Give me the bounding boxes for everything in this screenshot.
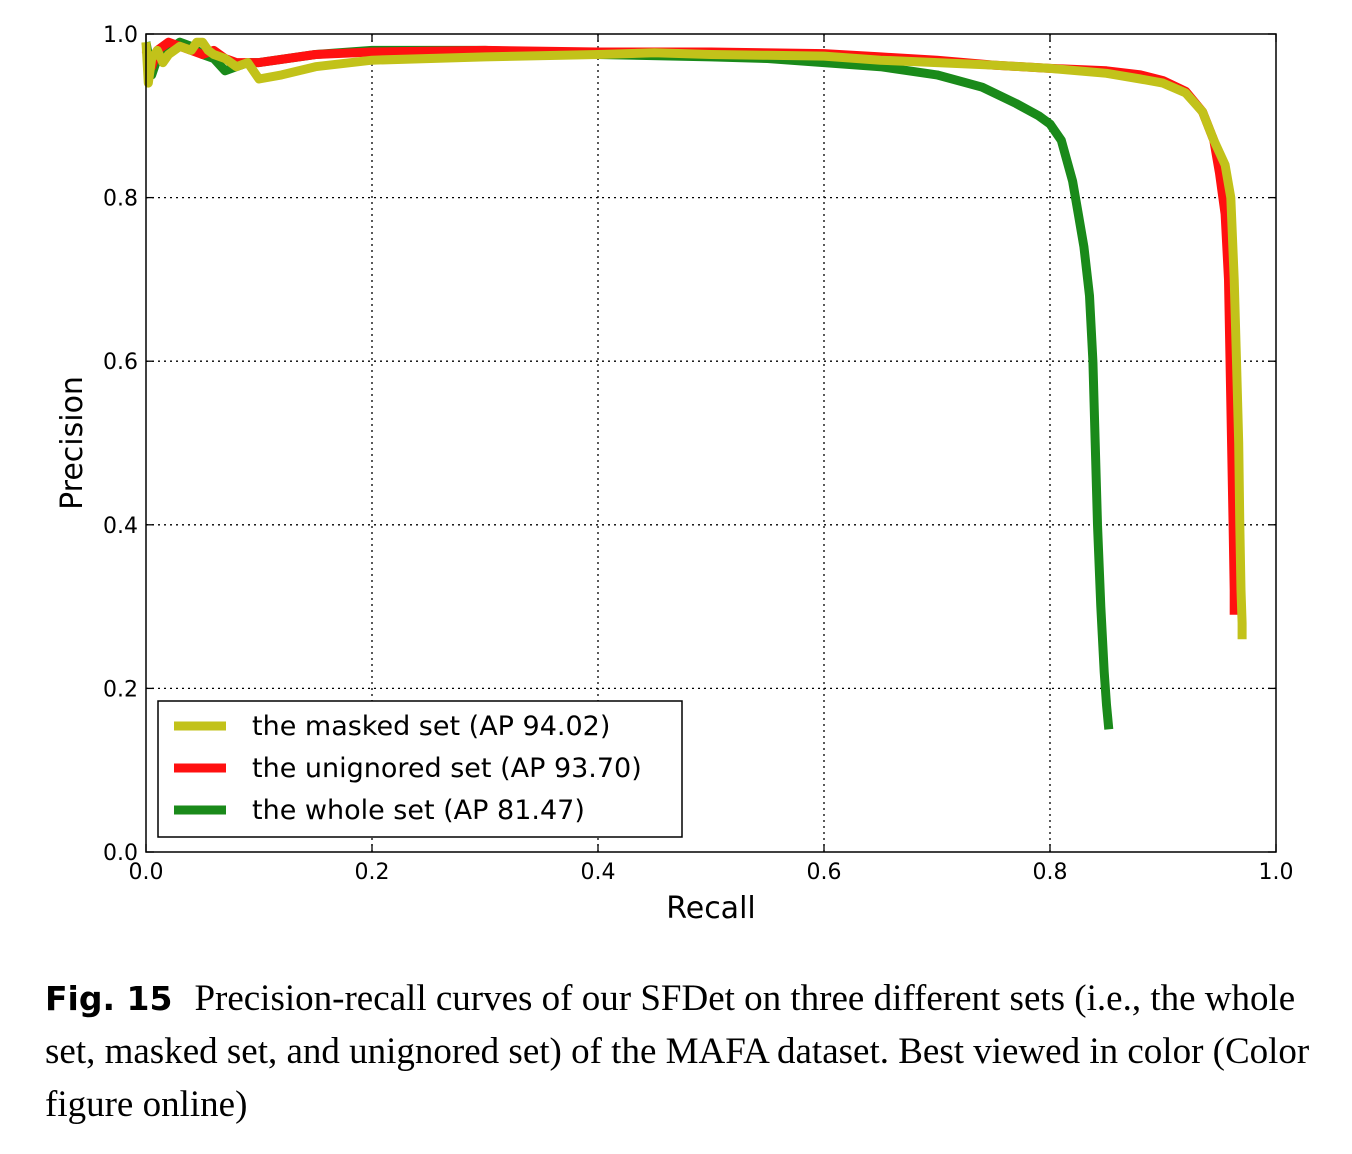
x-tick-label: 1.0 xyxy=(1259,860,1294,885)
y-tick-label: 1.0 xyxy=(103,23,138,48)
series-line-2 xyxy=(141,37,1247,640)
y-tick-label: 0.4 xyxy=(103,514,138,539)
x-tick-label: 0.6 xyxy=(807,860,842,885)
y-tick-label: 0.0 xyxy=(103,841,138,866)
y-tick-label: 0.6 xyxy=(103,350,138,375)
series-lines xyxy=(141,37,1247,730)
y-tick-label: 0.8 xyxy=(103,187,138,212)
x-tick-label: 0.0 xyxy=(129,860,164,885)
x-tick-label: 0.4 xyxy=(581,860,616,885)
legend-box xyxy=(157,700,683,838)
plot-frame xyxy=(145,33,1277,853)
series-line-1 xyxy=(141,37,1239,615)
legend: the masked set (AP 94.02) the unignored s… xyxy=(157,700,683,838)
legend-label: the whole set (AP 81.47) xyxy=(252,795,585,826)
legend-label: the masked set (AP 94.02) xyxy=(252,711,610,742)
y-axis-label: Precision xyxy=(55,376,90,510)
x-tick-label: 0.8 xyxy=(1033,860,1068,885)
pr-chart: 0.0 0.2 0.4 0.6 0.8 1.0 0.0 0.2 0.4 0.6 0.8 1.0 Rec… xyxy=(55,23,1294,926)
x-tick-label: 0.2 xyxy=(355,860,390,885)
x-axis-label: Recall xyxy=(666,891,756,926)
chart-svg: 0.0 0.2 0.4 0.6 0.8 1.0 0.0 0.2 0.4 0.6 0.8 1.0 Rec… xyxy=(55,23,1294,926)
legend-label: the unignored set (AP 93.70) xyxy=(252,753,642,784)
axis-ticks: 0.0 0.2 0.4 0.6 0.8 1.0 0.0 0.2 0.4 0.6 0.8 1.0 xyxy=(103,23,1294,885)
grid xyxy=(146,34,1276,852)
figure-label: Fig. 15 xyxy=(45,979,173,1018)
series-line-0 xyxy=(141,37,1114,730)
y-tick-label: 0.2 xyxy=(103,677,138,702)
caption-text: Precision-recall curves of our SFDet on … xyxy=(45,978,1310,1125)
figure-caption: Fig. 15 Precision-recall curves of our SF… xyxy=(45,972,1325,1131)
